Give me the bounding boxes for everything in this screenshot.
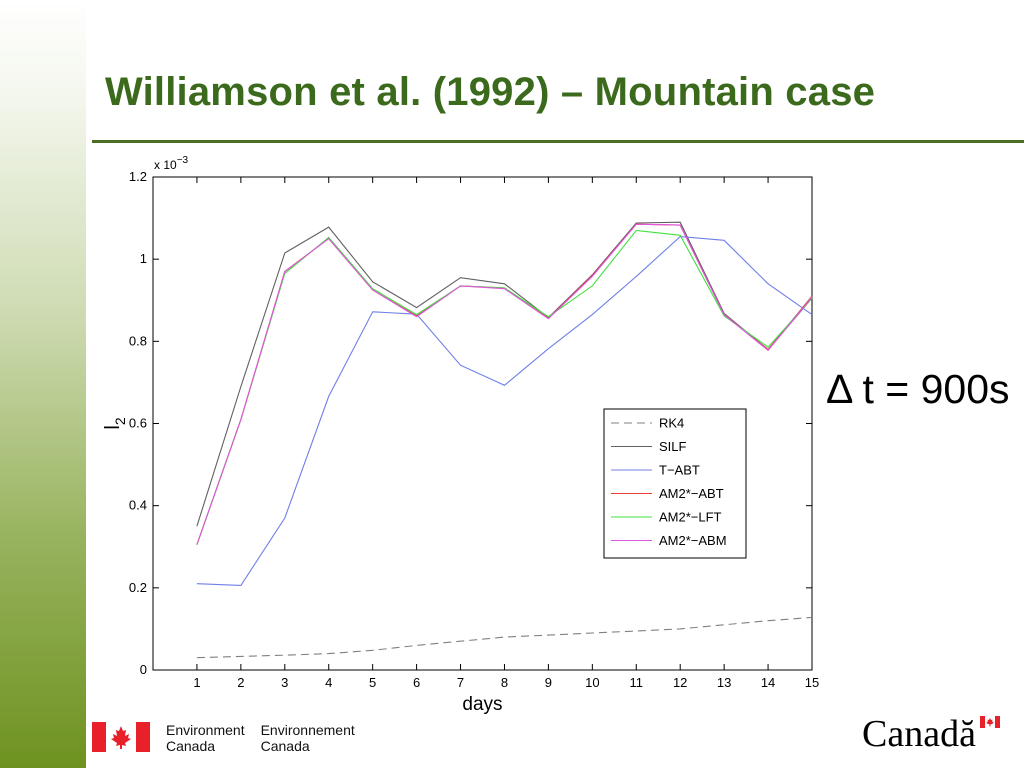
x-tick-label: 6 — [413, 675, 420, 690]
legend-entry: AM2*−ABM — [659, 533, 727, 548]
legend-entry: RK4 — [659, 416, 684, 431]
dept-en-line2: Canada — [166, 738, 216, 754]
department-signature: Environment Canada Environnement Canada — [92, 722, 355, 754]
x-tick-label: 1 — [193, 675, 200, 690]
legend-box — [603, 408, 747, 559]
y-tick-label: 1 — [140, 251, 147, 266]
x-tick-label: 13 — [717, 675, 731, 690]
x-tick-label: 5 — [369, 675, 376, 690]
dept-name-french: Environnement Canada — [261, 722, 355, 754]
y-axis-label-subscript: 2 — [112, 417, 128, 425]
slide-title: Williamson et al. (1992) – Mountain case — [105, 70, 876, 114]
x-tick-label: 4 — [325, 675, 332, 690]
series-line-1 — [196, 221, 813, 527]
series-line-0 — [196, 616, 813, 659]
series-line-4 — [196, 229, 813, 545]
canada-wordmark-text: Canadă — [862, 713, 976, 755]
legend-entry: AM2*−LFT — [659, 510, 722, 525]
y-tick-label: 0.2 — [129, 580, 147, 595]
timestep-label: Δ t = 900s — [826, 366, 1010, 412]
dept-fr-line1: Environnement — [260, 722, 355, 738]
legend-entry: SILF — [659, 439, 687, 454]
series-line-5 — [196, 223, 813, 545]
y-tick-label: 0.8 — [129, 333, 147, 348]
x-tick-label: 8 — [501, 675, 508, 690]
legend-entry: T−ABT — [659, 463, 700, 478]
dept-en-line1: Environment — [166, 722, 245, 738]
x-tick-label: 9 — [545, 675, 552, 690]
x-axis-label: days — [462, 694, 502, 715]
x-tick-label: 14 — [761, 675, 775, 690]
legend-entry: AM2*−ABT — [659, 486, 724, 501]
y-axis-label-base: l — [102, 425, 124, 429]
decorative-sidebar — [0, 0, 86, 768]
x-tick-label: 3 — [281, 675, 288, 690]
y-multiplier-base: x 10 — [154, 158, 177, 172]
line-chart: 1 2 3 4 5 6 7 8 9 10 11 12 13 14 1500.20.40.60.811.2x … — [102, 155, 819, 715]
canada-flag-icon — [92, 722, 150, 752]
x-tick-label: 11 — [630, 675, 644, 690]
x-tick-label: 10 — [585, 675, 599, 690]
y-multiplier-label: x 10−3 — [154, 155, 189, 172]
dept-fr-line2: Canada — [260, 738, 310, 754]
title-divider — [92, 140, 1024, 143]
x-tick-label: 12 — [673, 675, 687, 690]
y-tick-label: 1.2 — [129, 169, 147, 184]
x-tick-label: 7 — [457, 675, 464, 690]
wordmark-flag-icon — [980, 716, 1000, 728]
y-axis-label: l2 — [102, 417, 128, 429]
y-tick-label: 0.4 — [129, 498, 147, 513]
y-multiplier-exponent: −3 — [177, 155, 189, 166]
series-line-2 — [196, 236, 813, 586]
x-tick-label: 2 — [237, 675, 244, 690]
y-tick-label: 0.6 — [129, 416, 147, 431]
x-tick-label: 15 — [805, 675, 819, 690]
dept-name-english: Environment Canada — [166, 722, 245, 754]
y-tick-label: 0 — [140, 662, 147, 677]
